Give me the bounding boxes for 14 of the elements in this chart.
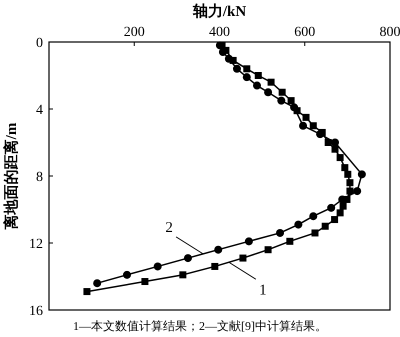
y-tick-label: 8 bbox=[36, 170, 43, 185]
y-tick-label: 16 bbox=[29, 304, 43, 319]
y-tick-label: 12 bbox=[29, 237, 43, 252]
x-tick-label: 400 bbox=[209, 25, 230, 40]
series-label: 1 bbox=[259, 282, 267, 298]
y-axis-title: 离地面的距离/m bbox=[2, 122, 20, 230]
text: 1—本文数值计算结果；2—文献[9]中计算结果。 bbox=[73, 319, 327, 333]
x-tick-label: 600 bbox=[294, 25, 316, 40]
x-tick-label: 800 bbox=[380, 25, 400, 40]
y-tick-label: 4 bbox=[36, 103, 43, 118]
series-label: 2 bbox=[165, 220, 173, 236]
x-tick-label: 200 bbox=[124, 25, 145, 40]
x-axis-title: 轴力/kN bbox=[192, 3, 246, 20]
y-tick-label: 0 bbox=[36, 36, 43, 51]
